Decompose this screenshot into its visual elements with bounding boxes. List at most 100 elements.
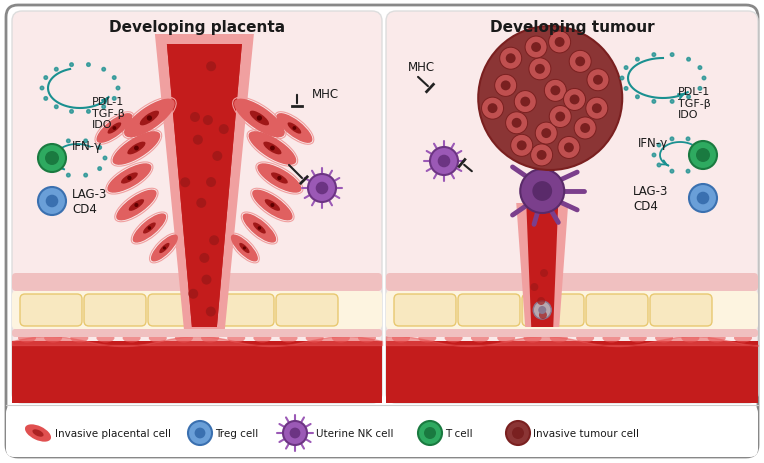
- Circle shape: [257, 227, 261, 230]
- Circle shape: [555, 113, 565, 122]
- Circle shape: [530, 283, 539, 291]
- Circle shape: [38, 188, 66, 216]
- FancyBboxPatch shape: [386, 329, 758, 337]
- Circle shape: [196, 199, 206, 208]
- Circle shape: [134, 146, 139, 151]
- Ellipse shape: [227, 334, 245, 343]
- Circle shape: [418, 421, 442, 445]
- Ellipse shape: [175, 334, 193, 343]
- Circle shape: [112, 97, 116, 101]
- Circle shape: [128, 176, 131, 181]
- Circle shape: [620, 77, 623, 81]
- Circle shape: [98, 146, 102, 150]
- Circle shape: [512, 119, 522, 128]
- Ellipse shape: [681, 334, 699, 343]
- Circle shape: [670, 54, 674, 57]
- Ellipse shape: [143, 223, 156, 234]
- Ellipse shape: [250, 112, 269, 126]
- Circle shape: [702, 77, 706, 81]
- Circle shape: [308, 175, 336, 203]
- Circle shape: [500, 48, 522, 70]
- Circle shape: [535, 65, 545, 75]
- Ellipse shape: [124, 100, 175, 138]
- Ellipse shape: [253, 223, 266, 234]
- Circle shape: [66, 174, 70, 177]
- Circle shape: [687, 58, 691, 62]
- Circle shape: [199, 253, 209, 263]
- Ellipse shape: [707, 334, 726, 343]
- Circle shape: [696, 149, 710, 163]
- Circle shape: [270, 204, 274, 207]
- Ellipse shape: [629, 334, 647, 343]
- Text: Uterine NK cell: Uterine NK cell: [316, 428, 393, 438]
- Text: MHC: MHC: [312, 88, 339, 101]
- Circle shape: [243, 247, 246, 250]
- Circle shape: [516, 141, 526, 151]
- Circle shape: [102, 68, 105, 72]
- Circle shape: [47, 157, 50, 161]
- Circle shape: [670, 100, 674, 104]
- Circle shape: [84, 140, 87, 144]
- Circle shape: [652, 100, 656, 104]
- Ellipse shape: [358, 334, 376, 343]
- Text: IFN-γ: IFN-γ: [638, 137, 668, 150]
- Ellipse shape: [252, 190, 293, 221]
- Circle shape: [689, 185, 717, 213]
- Ellipse shape: [603, 334, 620, 343]
- FancyBboxPatch shape: [12, 329, 382, 337]
- FancyBboxPatch shape: [586, 294, 648, 326]
- Ellipse shape: [133, 214, 167, 243]
- Circle shape: [134, 204, 138, 207]
- Circle shape: [270, 146, 275, 151]
- Circle shape: [206, 307, 215, 317]
- FancyBboxPatch shape: [12, 274, 382, 291]
- FancyBboxPatch shape: [6, 6, 758, 457]
- Text: LAG-3
CD4: LAG-3 CD4: [72, 188, 108, 216]
- Text: PDL-1
TGF-β
IDO: PDL-1 TGF-β IDO: [92, 97, 125, 130]
- Circle shape: [657, 164, 661, 168]
- Circle shape: [188, 289, 198, 299]
- Circle shape: [195, 428, 206, 438]
- Circle shape: [430, 148, 458, 175]
- Circle shape: [697, 192, 709, 205]
- Circle shape: [44, 76, 47, 80]
- Circle shape: [636, 96, 639, 100]
- Circle shape: [506, 113, 528, 134]
- FancyBboxPatch shape: [12, 291, 382, 329]
- Circle shape: [657, 144, 661, 148]
- Circle shape: [545, 80, 566, 102]
- Ellipse shape: [332, 334, 350, 343]
- Circle shape: [193, 135, 203, 145]
- Circle shape: [102, 106, 105, 109]
- Circle shape: [652, 154, 656, 157]
- Circle shape: [481, 98, 503, 120]
- Text: Invasive placental cell: Invasive placental cell: [55, 428, 171, 438]
- Ellipse shape: [149, 334, 167, 343]
- Circle shape: [316, 182, 329, 195]
- Ellipse shape: [655, 334, 673, 343]
- Ellipse shape: [550, 334, 568, 343]
- Ellipse shape: [70, 334, 89, 343]
- FancyBboxPatch shape: [386, 12, 758, 403]
- Circle shape: [699, 144, 703, 148]
- Circle shape: [487, 104, 497, 114]
- Ellipse shape: [248, 132, 296, 165]
- Ellipse shape: [445, 334, 463, 343]
- Circle shape: [580, 124, 590, 134]
- Circle shape: [687, 96, 691, 100]
- FancyBboxPatch shape: [20, 294, 82, 326]
- Circle shape: [558, 137, 580, 159]
- Ellipse shape: [128, 200, 144, 212]
- Circle shape: [689, 142, 717, 169]
- Circle shape: [147, 116, 152, 121]
- Circle shape: [575, 118, 596, 140]
- Circle shape: [525, 37, 547, 59]
- Circle shape: [510, 135, 533, 157]
- Ellipse shape: [116, 190, 157, 221]
- Circle shape: [478, 27, 622, 171]
- Circle shape: [66, 140, 70, 144]
- Circle shape: [290, 428, 300, 438]
- Text: Treg cell: Treg cell: [215, 428, 258, 438]
- Circle shape: [54, 106, 58, 109]
- Circle shape: [529, 59, 551, 81]
